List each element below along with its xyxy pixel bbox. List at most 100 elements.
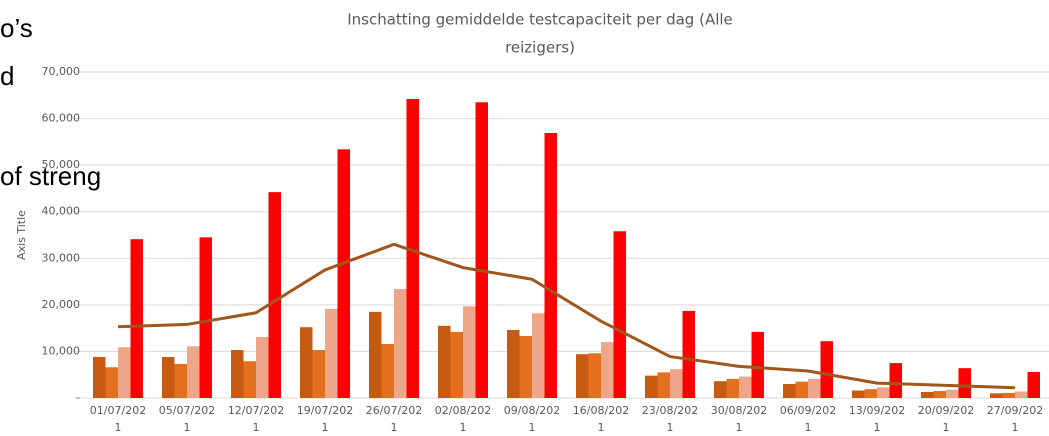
bar [1015, 391, 1028, 398]
x-tick-label-line: 1 [115, 421, 122, 434]
x-tick-label: 20/09/202 1 [918, 404, 974, 434]
bar [507, 330, 520, 398]
bar [714, 381, 727, 398]
bar [256, 336, 269, 398]
x-tick-label: 27/09/202 1 [987, 404, 1043, 434]
x-tick-label-line: 1 [805, 421, 812, 434]
line [117, 242, 1016, 390]
bar [519, 336, 532, 398]
x-tick-label-line: 1 [598, 421, 605, 434]
chart-title: Inschatting gemiddelde testcapaciteit pe… [347, 11, 733, 29]
x-tick-label-line: 1 [529, 421, 536, 434]
bar [739, 376, 752, 398]
bar [601, 342, 614, 398]
overlay-text: of streng [0, 161, 101, 191]
y-tick-label: 20,000 [42, 298, 81, 311]
bar [751, 331, 764, 398]
x-tick-label: 16/08/202 1 [573, 404, 629, 434]
bar [174, 364, 187, 398]
x-tick-label-line: 1 [391, 421, 398, 434]
bar [645, 375, 658, 398]
bar [864, 389, 877, 398]
x-tick-label-line: 16/08/202 [573, 404, 629, 417]
bar [300, 327, 313, 398]
bar [438, 325, 451, 398]
bar [657, 372, 670, 398]
x-tick-label-line: 30/08/202 [711, 404, 767, 417]
bar [381, 343, 394, 398]
y-tick-label: 60,000 [42, 112, 81, 125]
x-tick-label-line: 06/09/202 [780, 404, 836, 417]
bar [369, 311, 382, 398]
y-axis-label: Axis Title [15, 210, 28, 260]
x-tick-label-line: 02/08/202 [435, 404, 491, 417]
x-tick-label: 19/07/202 1 [297, 404, 353, 434]
bar [613, 231, 626, 398]
bar [450, 331, 463, 398]
x-tick-label-line: 09/08/202 [504, 404, 560, 417]
bar [808, 378, 821, 398]
y-tick-label: 30,000 [42, 251, 81, 264]
bar [130, 239, 143, 398]
x-tick-label: 09/08/202 1 [504, 404, 560, 434]
bar [958, 368, 971, 398]
bar [544, 133, 557, 398]
bar [268, 192, 281, 398]
x-tick-label: 30/08/202 1 [711, 404, 767, 434]
x-tick-label-line: 1 [667, 421, 674, 434]
y-tick-label: - [76, 391, 80, 404]
bar [588, 353, 601, 398]
y-tick-label: 10,000 [42, 344, 81, 357]
x-tick-label-line: 12/07/202 [228, 404, 284, 417]
bar [783, 384, 796, 398]
bar [325, 309, 338, 398]
x-tick-label: 05/07/202 1 [159, 404, 215, 434]
x-tick-label-line: 1 [736, 421, 743, 434]
x-tick-label-line: 23/08/202 [642, 404, 698, 417]
bar [877, 387, 890, 398]
bar [795, 381, 808, 398]
x-tick-label-line: 13/09/202 [849, 404, 905, 417]
bar [337, 149, 350, 398]
x-tick-label-line: 26/07/202 [366, 404, 422, 417]
bar [231, 350, 244, 398]
bar [933, 391, 946, 398]
bar [532, 313, 545, 398]
bar [243, 361, 256, 398]
bar [576, 354, 589, 398]
x-tick-label-line: 1 [184, 421, 191, 434]
bar [394, 289, 407, 398]
y-tick-label: 40,000 [42, 205, 81, 218]
x-tick-label-line: 1 [322, 421, 329, 434]
bar [852, 390, 865, 398]
y-tick-label: 50,000 [42, 158, 81, 171]
bar [726, 378, 739, 398]
x-tick-label: 26/07/202 1 [366, 404, 422, 434]
bar [93, 357, 106, 398]
chart-title: reizigers) [505, 39, 575, 57]
x-tick-label: 06/09/202 1 [780, 404, 836, 434]
bar [187, 346, 200, 398]
x-tick-label-line: 1 [943, 421, 950, 434]
bar [682, 310, 695, 398]
overlay-text: d [0, 61, 14, 91]
x-tick-label-line: 20/09/202 [918, 404, 974, 417]
x-tick-label: 13/09/202 1 [849, 404, 905, 434]
bar [946, 389, 959, 398]
y-tick-label: 70,000 [42, 65, 81, 78]
bar [118, 347, 131, 398]
x-tick-label-line: 1 [253, 421, 260, 434]
bar [670, 369, 683, 398]
bar [475, 102, 488, 399]
bar [312, 350, 325, 398]
x-tick-label-line: 1 [460, 421, 467, 434]
bar [990, 393, 1003, 398]
x-tick-label: 12/07/202 1 [228, 404, 284, 434]
x-tick-label-line: 01/07/202 [90, 404, 146, 417]
bar [1027, 371, 1040, 398]
bar [1002, 392, 1015, 398]
bar [820, 341, 833, 398]
x-tick-label: 02/08/202 1 [435, 404, 491, 434]
bar [105, 367, 118, 398]
